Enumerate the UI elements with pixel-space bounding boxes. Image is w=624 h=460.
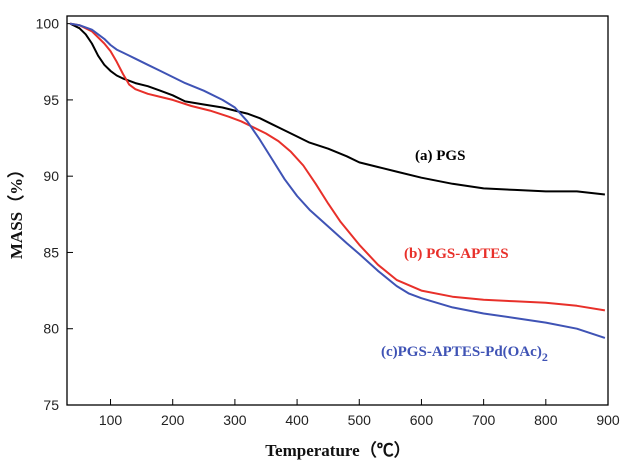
- x-tick-label: 400: [285, 412, 309, 428]
- y-tick-label: 85: [43, 244, 59, 260]
- y-tick-label: 75: [43, 397, 59, 413]
- series-label-pgs-aptes-pd-subscript: 2: [542, 350, 548, 364]
- x-tick-label: 200: [161, 412, 185, 428]
- x-tick-label: 900: [596, 412, 620, 428]
- x-tick-label: 100: [99, 412, 123, 428]
- y-tick-label: 100: [36, 16, 60, 32]
- series-lines: [69, 22, 606, 339]
- x-axis-title: Temperature（℃）: [265, 440, 410, 460]
- y-tick-label: 80: [43, 321, 59, 337]
- series-label-pgs-aptes-pd-main: (c)PGS-APTES-Pd(OAc): [381, 344, 542, 360]
- series-line-1: [69, 22, 606, 312]
- x-axis: 100 200 300 400 500 600 700 800 900: [99, 399, 620, 428]
- plot-frame: [66, 15, 609, 406]
- y-axis-title: MASS（%）: [6, 161, 26, 259]
- series-line-0: [69, 22, 606, 196]
- y-tick-label: 90: [43, 168, 59, 184]
- y-axis: 75 80 85 90 95 100: [36, 16, 73, 413]
- x-tick-label: 700: [472, 412, 496, 428]
- y-tick-label: 95: [43, 92, 59, 108]
- series-label-pgs-aptes-pd: (c)PGS-APTES-Pd(OAc)2: [381, 344, 548, 364]
- x-tick-label: 300: [223, 412, 247, 428]
- series-label-pgs-aptes: (b) PGS-APTES: [404, 246, 509, 262]
- series-line-2: [69, 22, 606, 339]
- x-tick-label: 600: [410, 412, 434, 428]
- series-label-pgs: (a) PGS: [415, 148, 465, 164]
- x-tick-label: 800: [534, 412, 558, 428]
- x-tick-label: 500: [348, 412, 372, 428]
